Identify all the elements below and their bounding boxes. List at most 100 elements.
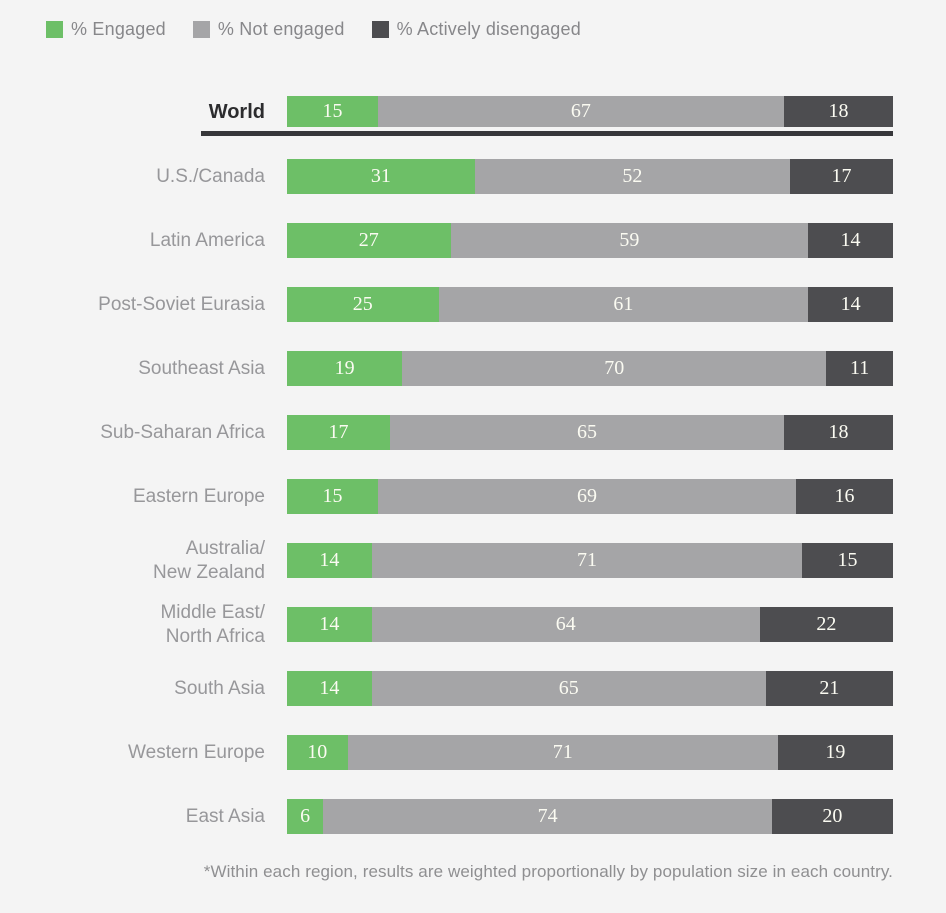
chart-row: East Asia 6 74 20 [0, 799, 893, 834]
bar-value: 31 [370, 165, 391, 187]
bar-segment-engaged: 15 [287, 96, 378, 127]
bar-segment-not-engaged: 69 [377, 479, 797, 514]
bar-segment-actively-disengaged: 19 [777, 735, 893, 770]
bar-segment-actively-disengaged: 14 [808, 223, 893, 258]
chart-row: World 15 67 18 [0, 96, 893, 127]
world-underline [201, 131, 893, 136]
bar-value: 59 [619, 229, 640, 251]
bar-value: 20 [822, 805, 843, 827]
legend-label-actively-disengaged: % Actively disengaged [396, 19, 581, 39]
bar-segment-not-engaged: 52 [474, 159, 790, 194]
bar-segment-actively-disengaged: 22 [759, 607, 893, 642]
row-bars: 15 69 16 [287, 479, 893, 514]
chart-row: South Asia 14 65 21 [0, 671, 893, 706]
bar-segment-actively-disengaged: 11 [826, 351, 893, 386]
row-label: Post-Soviet Eurasia [98, 293, 265, 315]
bar-value: 65 [558, 677, 579, 699]
bar-value: 11 [850, 357, 870, 379]
bar-segment-not-engaged: 61 [438, 287, 809, 322]
row-bars: 25 61 14 [287, 287, 893, 322]
bar-value: 14 [319, 549, 340, 571]
bar-value: 65 [576, 421, 597, 443]
row-bars: 14 71 15 [287, 543, 893, 578]
bar-segment-not-engaged: 64 [371, 607, 760, 642]
bar-value: 14 [840, 229, 861, 251]
row-bars: 6 74 20 [287, 799, 893, 834]
engaged-swatch-icon [46, 21, 63, 38]
row-label: Latin America [149, 229, 265, 251]
legend: % Engaged % Not engaged % Actively disen… [46, 19, 581, 40]
bar-value: 74 [537, 805, 558, 827]
chart-row: Western Europe 10 71 19 [0, 735, 893, 770]
not-engaged-swatch-icon [192, 21, 210, 38]
bar-segment-actively-disengaged: 15 [802, 543, 893, 578]
chart-row: Eastern Europe 15 69 16 [0, 479, 893, 514]
bar-value: 25 [352, 293, 373, 315]
bar-segment-actively-disengaged: 21 [765, 671, 893, 706]
bar-value: 61 [613, 293, 634, 315]
bar-value: 69 [576, 485, 597, 507]
chart-footnote: *Within each region, results are weighte… [203, 862, 893, 881]
bar-value: 14 [319, 613, 340, 635]
stacked-bar-chart: World 15 67 18 U.S./Canada 31 52 17 Latin Americ… [0, 96, 893, 863]
bar-value: 17 [328, 421, 349, 443]
bar-segment-actively-disengaged: 18 [783, 415, 893, 450]
bar-value: 19 [334, 357, 355, 379]
row-label: Sub-Saharan Africa [100, 421, 265, 443]
bar-segment-not-engaged: 65 [371, 671, 766, 706]
row-label: Middle East/ North Africa [160, 601, 265, 647]
bar-value: 15 [322, 485, 343, 507]
legend-label-engaged: % Engaged [71, 19, 166, 39]
row-bars: 19 70 11 [287, 351, 893, 386]
row-bars: 14 64 22 [287, 607, 893, 642]
bar-segment-not-engaged: 59 [450, 223, 809, 258]
chart-row: U.S./Canada 31 52 17 [0, 159, 893, 194]
legend-label-not-engaged: % Not engaged [217, 19, 345, 39]
bar-value: 15 [837, 549, 858, 571]
row-bars: 17 65 18 [287, 415, 893, 450]
row-label: South Asia [174, 677, 265, 699]
row-bars: 15 67 18 [287, 96, 893, 127]
bar-segment-engaged: 14 [287, 607, 372, 642]
bar-value: 10 [307, 741, 328, 763]
bar-segment-engaged: 14 [287, 543, 372, 578]
bar-value: 21 [819, 677, 840, 699]
bar-segment-engaged: 17 [287, 415, 391, 450]
bar-segment-engaged: 6 [287, 799, 324, 834]
bar-segment-engaged: 19 [287, 351, 403, 386]
actively-disengaged-swatch-icon [371, 21, 389, 38]
bar-segment-not-engaged: 74 [323, 799, 772, 834]
chart-row: Southeast Asia 19 70 11 [0, 351, 893, 386]
row-label: Southeast Asia [138, 357, 265, 379]
row-bars: 10 71 19 [287, 735, 893, 770]
bar-value: 18 [828, 100, 849, 122]
row-bars: 31 52 17 [287, 159, 893, 194]
bar-segment-not-engaged: 70 [402, 351, 827, 386]
bar-value: 71 [552, 741, 573, 763]
legend-item-engaged: % Engaged [46, 19, 166, 40]
bar-segment-engaged: 25 [287, 287, 439, 322]
chart-row: Sub-Saharan Africa 17 65 18 [0, 415, 893, 450]
legend-item-not-engaged: % Not engaged [192, 19, 345, 40]
bar-value: 71 [576, 549, 597, 571]
bar-value: 6 [300, 805, 311, 827]
bar-segment-not-engaged: 71 [347, 735, 778, 770]
bar-value: 19 [825, 741, 846, 763]
bar-segment-engaged: 14 [287, 671, 372, 706]
row-label: Eastern Europe [132, 485, 265, 507]
bar-segment-not-engaged: 71 [371, 543, 803, 578]
bar-segment-engaged: 31 [287, 159, 475, 194]
legend-item-actively-disengaged: % Actively disengaged [371, 19, 581, 40]
bar-value: 14 [840, 293, 861, 315]
bar-value: 27 [358, 229, 379, 251]
bar-segment-not-engaged: 65 [390, 415, 784, 450]
bar-value: 67 [570, 100, 591, 122]
bar-segment-actively-disengaged: 14 [808, 287, 893, 322]
chart-row: Australia/ New Zealand 14 71 15 [0, 538, 893, 583]
row-label: Australia/ New Zealand [153, 537, 265, 583]
chart-row: Post-Soviet Eurasia 25 61 14 [0, 287, 893, 322]
row-bars: 27 59 14 [287, 223, 893, 258]
bar-segment-engaged: 27 [287, 223, 451, 258]
bar-segment-actively-disengaged: 18 [783, 96, 893, 127]
bar-segment-actively-disengaged: 16 [796, 479, 893, 514]
